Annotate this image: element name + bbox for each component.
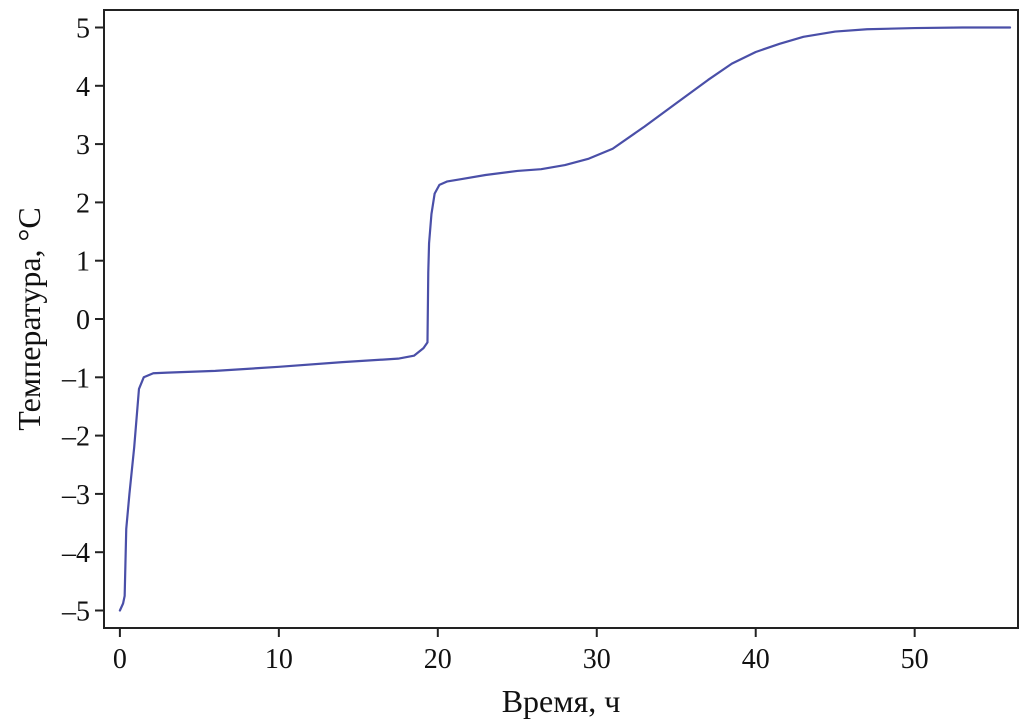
plot-frame xyxy=(103,9,1019,629)
y-axis-title: Температура, °С xyxy=(11,207,47,430)
y-tick-label: –1 xyxy=(61,363,90,394)
y-tick-label: –4 xyxy=(61,538,90,569)
y-tick-label: 3 xyxy=(76,130,90,161)
x-axis-title: Время, ч xyxy=(502,683,621,719)
x-tick-label: 0 xyxy=(113,644,127,675)
y-tick-label: 2 xyxy=(76,188,90,219)
y-tick-label: –5 xyxy=(61,597,90,628)
y-tick-label: 5 xyxy=(76,13,90,44)
y-axis-ticks: 5 4 3 2 1 0 –1 –2 –3 –4 –5 xyxy=(61,13,104,628)
y-tick-label: 1 xyxy=(76,247,90,278)
x-tick-label: 40 xyxy=(742,644,770,675)
x-tick-label: 30 xyxy=(583,644,611,675)
y-tick-label: –2 xyxy=(61,422,90,453)
x-axis-ticks: 0 10 20 30 40 50 xyxy=(113,628,929,675)
x-tick-label: 10 xyxy=(265,644,293,675)
y-tick-label: 0 xyxy=(76,305,90,336)
y-tick-label: –3 xyxy=(61,480,90,511)
x-tick-label: 50 xyxy=(901,644,929,675)
temperature-line xyxy=(118,26,1012,612)
y-tick-label: 4 xyxy=(76,72,90,103)
x-tick-label: 20 xyxy=(424,644,452,675)
